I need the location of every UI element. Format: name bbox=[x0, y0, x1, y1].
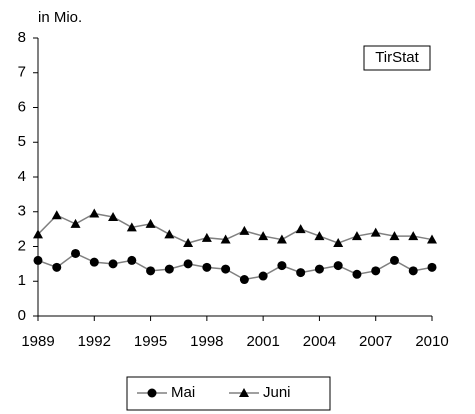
marker bbox=[89, 257, 99, 267]
marker bbox=[220, 234, 231, 244]
marker bbox=[145, 218, 156, 228]
marker bbox=[352, 269, 362, 279]
marker bbox=[351, 231, 362, 241]
marker bbox=[33, 255, 43, 265]
marker bbox=[258, 231, 269, 241]
y-tick-label: 4 bbox=[18, 168, 26, 185]
marker bbox=[333, 238, 344, 248]
x-tick-label: 2007 bbox=[359, 333, 392, 350]
marker bbox=[108, 211, 119, 221]
marker bbox=[51, 210, 62, 220]
marker bbox=[389, 231, 400, 241]
y-axis-label: in Mio. bbox=[38, 9, 82, 26]
marker bbox=[239, 388, 249, 397]
x-tick-label: 2010 bbox=[415, 333, 448, 350]
marker bbox=[370, 227, 381, 237]
marker bbox=[296, 268, 306, 278]
x-tick-label: 2004 bbox=[303, 333, 336, 350]
marker bbox=[314, 264, 324, 274]
marker bbox=[258, 271, 268, 281]
marker bbox=[89, 208, 100, 218]
marker bbox=[408, 266, 418, 276]
x-tick-label: 1995 bbox=[134, 333, 167, 350]
y-tick-label: 2 bbox=[18, 237, 26, 254]
marker bbox=[427, 262, 437, 272]
x-tick-label: 1989 bbox=[21, 333, 54, 350]
marker bbox=[146, 266, 156, 276]
marker bbox=[371, 266, 381, 276]
annotation: TirStat bbox=[375, 49, 419, 66]
marker bbox=[314, 231, 325, 241]
y-tick-label: 5 bbox=[18, 133, 26, 150]
marker bbox=[183, 238, 194, 248]
marker bbox=[33, 229, 43, 239]
legend-label: Juni bbox=[263, 384, 291, 401]
marker bbox=[147, 388, 157, 398]
legend-label: Mai bbox=[171, 384, 195, 401]
series-line bbox=[37, 252, 433, 281]
annotation-box bbox=[363, 45, 431, 71]
marker bbox=[333, 261, 343, 271]
marker bbox=[389, 255, 399, 265]
y-tick-label: 7 bbox=[18, 64, 26, 81]
marker bbox=[127, 255, 137, 265]
marker bbox=[164, 264, 174, 274]
marker bbox=[70, 218, 81, 228]
marker bbox=[239, 275, 249, 285]
marker bbox=[277, 261, 287, 271]
marker bbox=[183, 259, 193, 269]
marker bbox=[108, 259, 118, 269]
marker bbox=[126, 222, 137, 232]
marker bbox=[201, 232, 212, 242]
marker bbox=[52, 262, 62, 272]
x-tick-label: 1998 bbox=[190, 333, 223, 350]
y-tick-label: 6 bbox=[18, 98, 26, 115]
marker bbox=[408, 231, 419, 241]
x-tick-label: 1992 bbox=[78, 333, 111, 350]
marker bbox=[427, 234, 437, 244]
y-tick-label: 3 bbox=[18, 203, 26, 220]
marker bbox=[221, 264, 231, 274]
x-tick-label: 2001 bbox=[246, 333, 279, 350]
marker bbox=[295, 224, 306, 234]
marker bbox=[164, 229, 175, 239]
y-tick-label: 0 bbox=[18, 307, 26, 324]
marker bbox=[239, 225, 250, 235]
marker bbox=[71, 248, 81, 258]
y-tick-label: 1 bbox=[18, 272, 26, 289]
marker bbox=[276, 234, 287, 244]
y-tick-label: 8 bbox=[18, 29, 26, 46]
marker bbox=[202, 262, 212, 272]
series-line bbox=[37, 212, 433, 244]
